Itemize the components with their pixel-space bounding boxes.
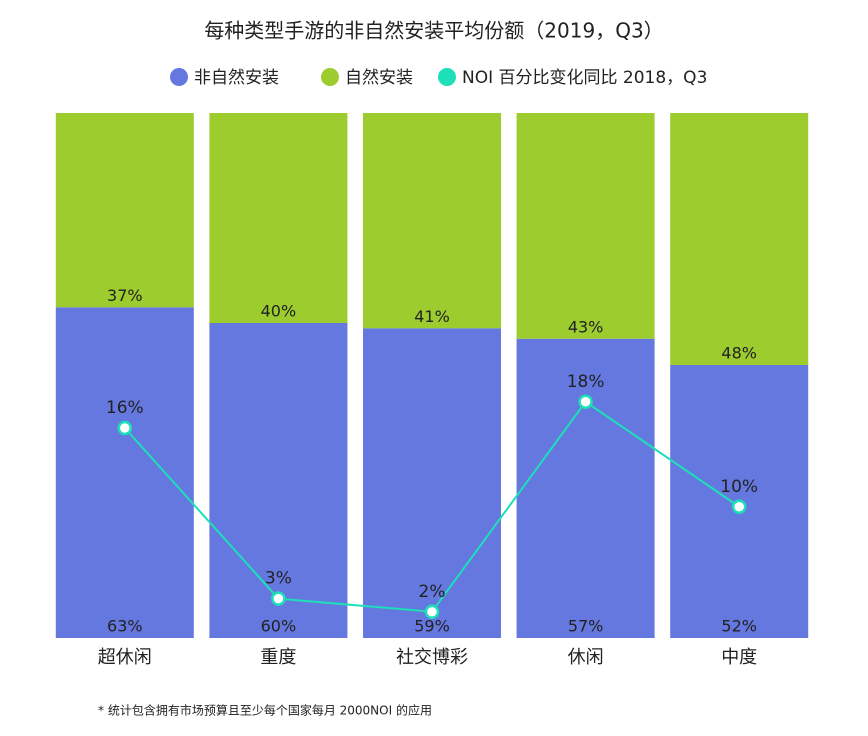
value-label: 41%: [414, 307, 450, 326]
legend-marker: [321, 68, 339, 86]
bar-segment: [670, 113, 809, 365]
bar-segment: [516, 113, 655, 339]
bar-segment: [363, 113, 501, 329]
line-point: [271, 591, 286, 606]
x-tick-label: 超休闲: [98, 647, 152, 668]
line-value-label: 3%: [265, 569, 292, 589]
value-label: 43%: [568, 317, 604, 336]
bar-segment: [363, 328, 501, 638]
legend-label: 非自然安装: [194, 68, 279, 88]
legend-label: 自然安装: [345, 68, 413, 88]
chart-title: 每种类型手游的非自然安装平均份额（2019，Q3）: [204, 19, 663, 43]
bar-segment: [55, 307, 194, 638]
line-point: [424, 604, 440, 619]
value-label: 37%: [107, 286, 143, 305]
x-tick-label: 社交博彩: [396, 647, 468, 668]
footnote: * 统计包含拥有市场预算且至少每个国家每月 2000NOI 的应用: [98, 703, 432, 718]
legend-marker: [438, 68, 456, 86]
value-label: 40%: [261, 302, 297, 321]
line-point: [578, 394, 593, 409]
bar-segment: [55, 113, 194, 308]
bar-segment: [516, 338, 655, 638]
value-label: 59%: [414, 617, 450, 636]
legend-marker: [170, 68, 188, 86]
value-label: 52%: [721, 617, 757, 636]
line-value-label: 18%: [567, 372, 605, 392]
bar-segment: [209, 113, 348, 323]
value-label: 57%: [568, 617, 604, 636]
x-tick-label: 中度: [721, 647, 757, 668]
line-point: [117, 420, 133, 436]
value-label: 60%: [261, 617, 297, 636]
value-label: 63%: [107, 617, 143, 636]
line-point: [731, 499, 747, 514]
legend-label: NOI 百分比变化同比 2018，Q3: [462, 68, 707, 88]
bar-segment: [209, 323, 348, 638]
line-value-label: 2%: [419, 582, 446, 602]
line-value-label: 16%: [106, 398, 144, 418]
x-tick-label: 重度: [260, 647, 296, 668]
line-value-label: 10%: [720, 477, 758, 497]
x-tick-label: 休闲: [568, 647, 604, 668]
value-label: 48%: [721, 344, 757, 363]
